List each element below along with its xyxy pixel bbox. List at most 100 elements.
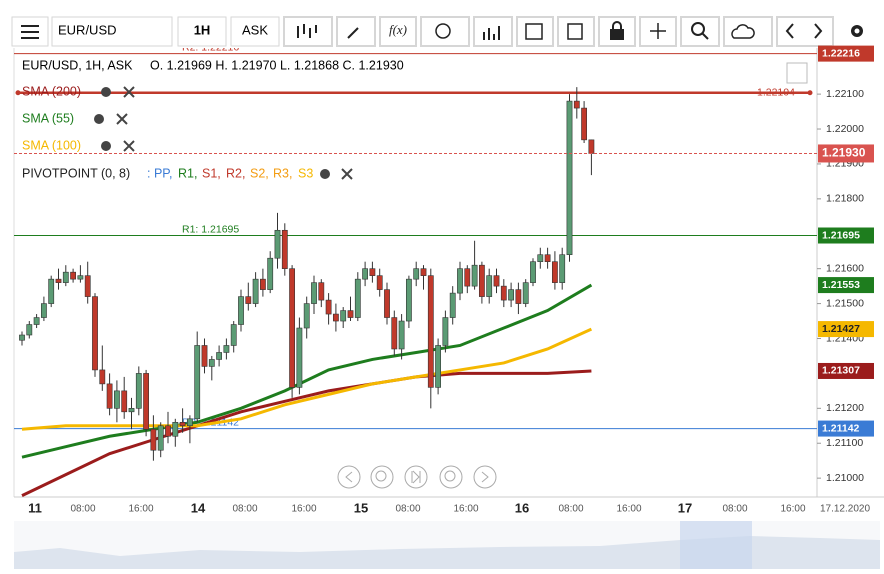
candle-body bbox=[33, 317, 40, 325]
side-box[interactable] bbox=[230, 16, 280, 47]
x-tick-label: 11 bbox=[28, 500, 42, 515]
candle-body bbox=[354, 278, 361, 318]
candle-body bbox=[573, 100, 580, 109]
price-tag bbox=[818, 321, 874, 338]
price-tag-label: 1.21930 bbox=[822, 146, 866, 160]
candle-body bbox=[143, 373, 149, 430]
menu-icon bbox=[21, 25, 39, 39]
navigator-window[interactable] bbox=[680, 521, 752, 569]
candle-body bbox=[128, 408, 135, 413]
x-tick-label: 16 bbox=[515, 500, 529, 515]
icon bbox=[650, 23, 666, 39]
candle-body bbox=[340, 310, 347, 322]
candle-body bbox=[391, 317, 398, 350]
icon bbox=[612, 21, 622, 30]
x-tick-label: 08:00 bbox=[558, 504, 583, 515]
candle-body bbox=[471, 264, 478, 287]
icon bbox=[525, 23, 543, 40]
zoom-button[interactable] bbox=[680, 16, 720, 47]
legend-entry: PIVOTPOINT (0, 8) bbox=[22, 166, 130, 180]
candle-body bbox=[420, 268, 427, 276]
candle-body bbox=[515, 289, 522, 304]
candle-body bbox=[493, 275, 500, 287]
candle-body bbox=[194, 345, 201, 420]
candle-body bbox=[369, 268, 376, 276]
indicators-button[interactable] bbox=[473, 16, 513, 47]
chart-type-button[interactable] bbox=[283, 16, 333, 47]
level-label: R1: 1.21695 bbox=[182, 223, 239, 235]
scroll-left[interactable] bbox=[337, 465, 361, 489]
remove-icon bbox=[341, 168, 353, 180]
candle-body bbox=[48, 278, 55, 304]
candle-body bbox=[187, 418, 193, 427]
sma-line bbox=[21, 369, 592, 497]
candle-body bbox=[216, 352, 222, 360]
x-tick-label: 15 bbox=[354, 500, 368, 515]
candle-body bbox=[530, 261, 536, 283]
zoom-out[interactable] bbox=[370, 465, 394, 489]
cloud-button[interactable] bbox=[723, 16, 773, 47]
candle-body bbox=[179, 421, 186, 427]
ohlc: O. 1.21969 H. 1.21970 L. 1.21868 C. 1.21… bbox=[150, 58, 404, 72]
remove-icon bbox=[116, 113, 128, 125]
draw-button[interactable] bbox=[336, 16, 376, 47]
candle-body bbox=[62, 271, 69, 283]
x-tick-label: 16:00 bbox=[128, 504, 153, 515]
candle-body bbox=[223, 345, 230, 353]
price-tag bbox=[818, 227, 874, 244]
scroll-right[interactable] bbox=[473, 465, 497, 489]
candle-body bbox=[566, 100, 573, 256]
remove-icon bbox=[123, 140, 135, 152]
candle-body bbox=[121, 390, 128, 413]
candle-body bbox=[500, 285, 507, 301]
candle-body bbox=[347, 310, 354, 318]
x-tick-label: 16:00 bbox=[453, 504, 478, 515]
candle-body bbox=[289, 268, 295, 388]
x-tick-label: 17.12.2020 bbox=[820, 504, 870, 515]
candle-body bbox=[544, 254, 551, 262]
interval-box[interactable] bbox=[177, 16, 227, 47]
legend-part: : PP, bbox=[147, 166, 172, 180]
settings-icon-hole bbox=[854, 28, 860, 34]
legend-part: S3 bbox=[298, 166, 313, 180]
news-button[interactable] bbox=[557, 16, 595, 47]
function-button[interactable] bbox=[379, 16, 417, 47]
info-button[interactable] bbox=[420, 16, 470, 47]
nav-buttons[interactable] bbox=[776, 16, 834, 47]
candle-body bbox=[281, 229, 288, 269]
expand-button[interactable] bbox=[786, 62, 808, 84]
icon bbox=[701, 32, 709, 40]
price-tag-label: 1.21553 bbox=[822, 279, 860, 291]
candle-body bbox=[259, 278, 266, 290]
navigator-area bbox=[14, 536, 880, 569]
candle-body bbox=[325, 299, 332, 315]
candle-body bbox=[238, 296, 244, 325]
price-tag bbox=[818, 420, 874, 437]
icon bbox=[785, 23, 823, 39]
candle-body bbox=[318, 282, 325, 301]
price-tag-label: 1.21427 bbox=[822, 323, 860, 335]
toolbar: EUR/USD 1H ASK f(x) bbox=[11, 16, 863, 47]
candle-body bbox=[77, 275, 84, 280]
icon bbox=[297, 24, 317, 38]
candle-body bbox=[551, 261, 558, 283]
reset[interactable] bbox=[404, 465, 428, 489]
zoom-in[interactable] bbox=[439, 465, 463, 489]
icon bbox=[731, 24, 755, 39]
candle-body bbox=[92, 296, 98, 371]
legend-part: S1, bbox=[202, 166, 221, 180]
symbol-box[interactable] bbox=[51, 16, 173, 47]
legend-entry: SMA (100) bbox=[22, 138, 81, 152]
remove-icon bbox=[123, 86, 135, 98]
calendar-button[interactable] bbox=[516, 16, 554, 47]
price-tag-label: 1.22216 bbox=[822, 47, 860, 59]
candle-body bbox=[19, 334, 25, 341]
legend-entry: SMA (55) bbox=[22, 111, 74, 125]
settings-icon bbox=[320, 169, 330, 179]
header: EUR/USD, 1H, ASK bbox=[22, 58, 133, 72]
icon bbox=[375, 470, 387, 482]
price-axis: 1.221001.220001.219001.218001.216001.215… bbox=[817, 45, 874, 484]
